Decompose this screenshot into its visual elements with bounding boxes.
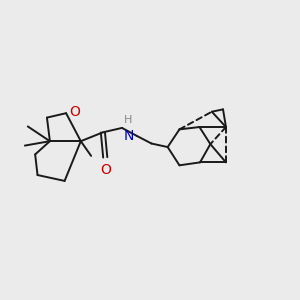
Text: O: O	[100, 163, 111, 177]
Text: N: N	[124, 129, 134, 143]
Text: H: H	[124, 115, 132, 125]
Text: O: O	[69, 105, 80, 119]
